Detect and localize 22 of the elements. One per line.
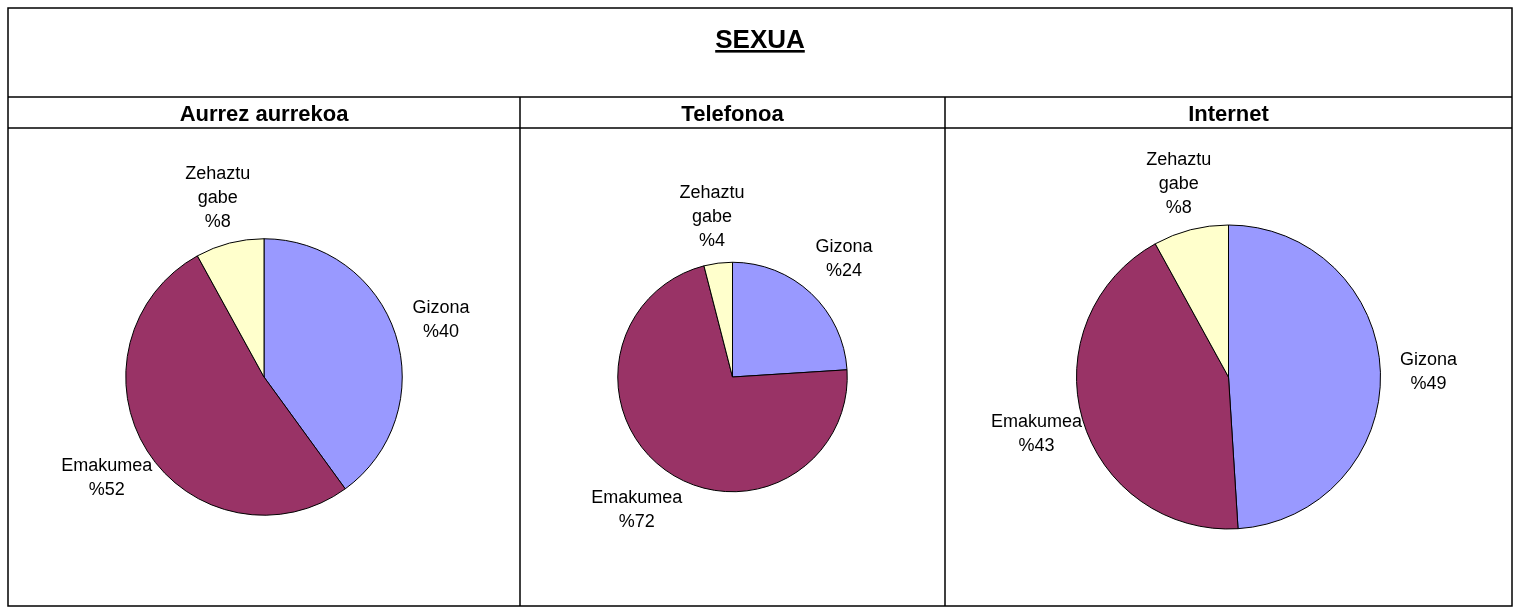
slice-label: Emakumea xyxy=(591,486,684,507)
slice-label: Emakumea xyxy=(990,410,1083,431)
data-label: %52 xyxy=(88,478,125,499)
data-label: %4 xyxy=(699,229,726,250)
slice-label: Gizona xyxy=(815,236,874,257)
slice-label: Zehaztu gabe xyxy=(185,162,251,207)
data-label: %8 xyxy=(204,210,231,231)
chart-title: Telefonoa xyxy=(681,100,785,126)
slice-label: Gizona xyxy=(412,297,471,318)
chart-title: Aurrez aurrekoa xyxy=(179,100,350,126)
data-label: %72 xyxy=(618,510,655,531)
data-label: %49 xyxy=(1410,372,1447,393)
data-label: %43 xyxy=(1018,434,1055,455)
slice-label: Gizona xyxy=(1399,348,1458,369)
data-label: %24 xyxy=(825,260,862,281)
slice-label: Zehaztu gabe xyxy=(679,181,745,226)
chart-title: Internet xyxy=(1188,100,1270,126)
data-label: %40 xyxy=(423,321,460,342)
data-label: %8 xyxy=(1165,197,1192,218)
text: SEXUA xyxy=(715,24,806,54)
slice-label: Emakumea xyxy=(61,454,154,475)
slice-label: Zehaztu gabe xyxy=(1146,149,1212,194)
